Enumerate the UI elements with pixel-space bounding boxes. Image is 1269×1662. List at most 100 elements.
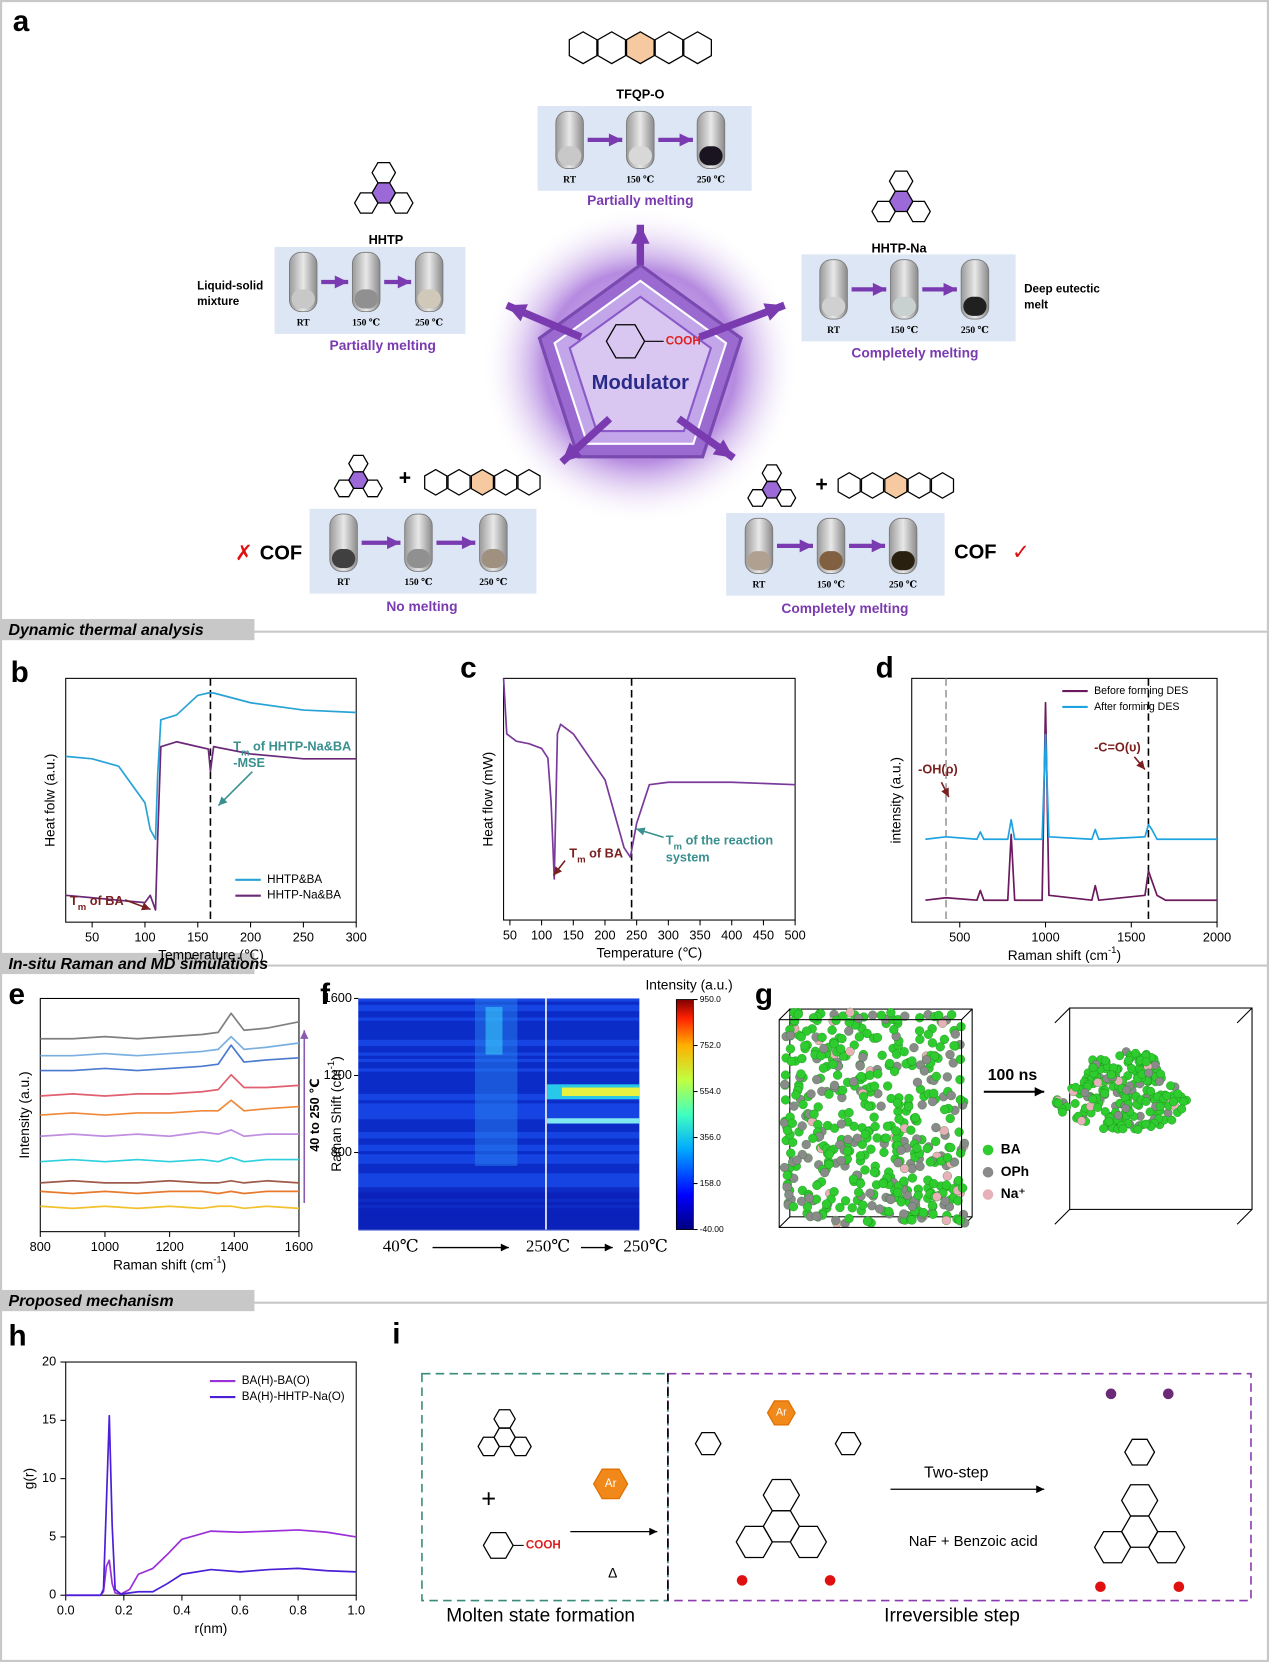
colorbar bbox=[675, 999, 694, 1230]
box-edge bbox=[778, 1008, 791, 1021]
heatmap-band bbox=[561, 1087, 640, 1096]
heatmap-stripe bbox=[358, 1122, 640, 1126]
axis-title: Intensity (a.u.) bbox=[17, 1071, 32, 1158]
x-tick-label: 800 bbox=[30, 1239, 51, 1254]
ring bbox=[766, 1400, 796, 1426]
atom bbox=[1053, 1098, 1063, 1108]
atom bbox=[797, 1121, 807, 1131]
step-title: Molten state formation bbox=[446, 1605, 635, 1626]
atom bbox=[1121, 1103, 1131, 1113]
axis-title: Temperature (℃) bbox=[596, 946, 702, 961]
heatmap-stripe bbox=[358, 1179, 640, 1183]
atom bbox=[922, 1143, 932, 1154]
atom bbox=[929, 1088, 939, 1098]
atom bbox=[855, 1061, 865, 1071]
heatmap-stripe bbox=[358, 1062, 640, 1066]
atom bbox=[821, 1199, 832, 1209]
temperature-label: 150 ℃ bbox=[890, 325, 918, 336]
heatmap-stripe bbox=[358, 1160, 640, 1164]
heatmap-stripe bbox=[358, 1100, 640, 1104]
colorbar-tick-label: -40.00 bbox=[700, 1224, 724, 1234]
tube-content bbox=[699, 146, 723, 166]
atom bbox=[1071, 1082, 1081, 1092]
ring bbox=[494, 468, 518, 496]
atom bbox=[935, 1042, 945, 1052]
box-edge bbox=[1054, 1209, 1071, 1225]
x-tick-label: 1000 bbox=[1031, 929, 1059, 944]
atom bbox=[1088, 1063, 1098, 1072]
atom bbox=[791, 1090, 801, 1100]
atom bbox=[954, 1127, 964, 1137]
arrow-head bbox=[649, 1527, 658, 1536]
atom bbox=[886, 1194, 896, 1205]
atom bbox=[780, 1079, 790, 1090]
atom bbox=[1095, 1581, 1106, 1593]
atom bbox=[1141, 1057, 1151, 1067]
atom bbox=[1127, 1063, 1136, 1073]
atom bbox=[824, 1159, 834, 1169]
panel-label: a bbox=[13, 5, 30, 38]
atom bbox=[958, 1183, 968, 1193]
heatmap-stripe bbox=[358, 1071, 640, 1075]
x-tick-label: 100 bbox=[134, 929, 155, 944]
temperature-label: 150 ℃ bbox=[404, 577, 432, 588]
annotation: -MSE bbox=[233, 756, 265, 771]
atom bbox=[833, 1070, 843, 1080]
arrow-head bbox=[763, 303, 785, 321]
atom bbox=[1070, 1099, 1080, 1108]
arrow-head bbox=[300, 1030, 309, 1039]
panel-label: b bbox=[11, 656, 29, 689]
atom bbox=[946, 1142, 956, 1153]
atom bbox=[736, 1575, 748, 1586]
atom bbox=[1173, 1581, 1185, 1593]
atom bbox=[792, 1155, 802, 1165]
atom bbox=[941, 1180, 952, 1190]
compound-name: HHTP bbox=[369, 232, 404, 247]
arrow-head bbox=[334, 275, 349, 289]
series-line bbox=[40, 1035, 300, 1057]
atom bbox=[1085, 1102, 1095, 1111]
atom bbox=[1093, 1078, 1103, 1087]
arrow-head bbox=[1036, 1485, 1045, 1494]
atom bbox=[907, 1201, 917, 1212]
atom bbox=[1122, 1085, 1131, 1095]
atom bbox=[1155, 1102, 1165, 1111]
arrow-head bbox=[871, 539, 886, 553]
atom bbox=[817, 1032, 827, 1042]
ring bbox=[907, 472, 931, 499]
temperature-label: 150 ℃ bbox=[626, 174, 654, 185]
atom bbox=[1058, 1107, 1067, 1117]
compound-name: HHTP-Na bbox=[871, 240, 927, 255]
annotation: system bbox=[666, 850, 710, 865]
tube-content bbox=[963, 296, 987, 316]
temperature-label: 250 ℃ bbox=[697, 174, 725, 185]
tube-content bbox=[354, 289, 378, 309]
atom bbox=[947, 1010, 957, 1020]
atom bbox=[932, 1192, 942, 1202]
atom bbox=[867, 1201, 877, 1211]
cof-mark: ✗ bbox=[235, 542, 253, 565]
atom bbox=[899, 1176, 909, 1186]
heatmap-stripe bbox=[358, 1147, 640, 1152]
ring bbox=[371, 161, 397, 184]
annotation: 40 to 250 ℃ bbox=[307, 1078, 322, 1151]
atom bbox=[1167, 1115, 1177, 1125]
atom bbox=[847, 1203, 857, 1213]
atom bbox=[779, 1162, 790, 1173]
heatmap-stripe bbox=[358, 1065, 640, 1069]
x-tick-label: 350 bbox=[689, 927, 710, 942]
heatmap-stripe bbox=[358, 1141, 640, 1145]
arrow-head bbox=[608, 133, 623, 147]
atom bbox=[831, 1015, 841, 1025]
temperature-label: RT bbox=[563, 174, 577, 185]
atom bbox=[786, 1056, 796, 1066]
atom bbox=[780, 1070, 791, 1080]
atom bbox=[793, 1009, 803, 1019]
annotation-part: T bbox=[70, 893, 78, 908]
legend-label: BA(H)-BA(O) bbox=[242, 1374, 310, 1387]
annotation: Tm of BA bbox=[70, 893, 124, 913]
atom bbox=[1141, 1097, 1151, 1106]
series-line bbox=[65, 1414, 357, 1597]
atom bbox=[885, 1058, 895, 1069]
